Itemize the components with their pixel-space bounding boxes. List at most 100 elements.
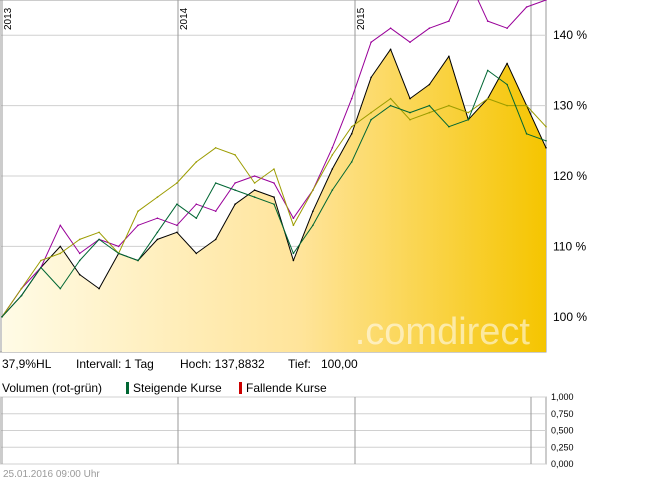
series-point	[409, 111, 411, 114]
series-point	[506, 62, 508, 65]
series-point	[1, 316, 3, 318]
year-label: 2013	[3, 7, 14, 30]
series-point	[214, 182, 217, 184]
series-point	[506, 104, 508, 107]
series-point	[331, 189, 334, 191]
series-point	[59, 287, 62, 290]
series-point	[195, 161, 198, 163]
volume-tick-label: 0,750	[551, 409, 574, 419]
year-label: 2015	[356, 7, 367, 30]
series-point	[78, 259, 81, 262]
lines-layer	[1, 0, 547, 318]
series-point	[273, 203, 275, 205]
volume-panel: 1,000 0,750 0,500 0,250 0,000	[0, 392, 574, 469]
series-point	[98, 238, 100, 241]
series-point	[40, 259, 42, 262]
series-point	[253, 196, 256, 198]
series-point	[370, 118, 372, 121]
series-point	[292, 252, 295, 255]
series-point	[176, 224, 178, 227]
series-point	[253, 182, 256, 184]
series-point	[253, 175, 256, 177]
series-point	[506, 27, 508, 30]
series-point	[312, 210, 314, 212]
series-point	[428, 111, 431, 114]
volume-tick-label: 0,500	[551, 426, 574, 436]
y-tick-label: 110 %	[553, 239, 586, 253]
series-point	[389, 27, 392, 30]
series-point	[195, 252, 198, 255]
watermark: .comdirect	[355, 311, 531, 353]
series-point	[214, 210, 217, 212]
series-point	[545, 147, 547, 149]
y-tick-label: 120 %	[553, 169, 587, 183]
series-point	[98, 287, 100, 290]
series-point	[292, 224, 295, 227]
series-point	[156, 231, 159, 234]
volume-tick-label: 0,000	[551, 459, 574, 469]
y-tick-label: 130 %	[553, 99, 587, 113]
series-point	[98, 231, 100, 234]
series-point	[486, 69, 489, 72]
volume-tick-label: 0,250	[551, 442, 574, 452]
y-tick-label: 100 %	[553, 310, 587, 324]
series-point	[78, 238, 81, 241]
rising-marker	[126, 382, 129, 394]
series-point	[137, 224, 139, 227]
series-point	[137, 210, 139, 212]
series-point	[525, 6, 528, 8]
series-point	[176, 231, 178, 234]
interval-label: Intervall: 1 Tag	[76, 357, 154, 371]
area-fill	[2, 49, 546, 353]
year-labels: 2013 2014 2015	[3, 7, 367, 30]
series-point	[214, 147, 217, 149]
area-layer	[2, 49, 546, 353]
series-point	[331, 154, 334, 156]
series-point	[350, 125, 353, 128]
series-point	[195, 217, 198, 219]
series-point	[234, 154, 236, 156]
series-point	[331, 147, 334, 149]
performance-value: 37,9%HL	[2, 357, 52, 371]
series-point	[370, 76, 372, 79]
low-label: Tief:	[288, 357, 311, 371]
series-point	[350, 97, 353, 100]
series-point	[156, 196, 159, 198]
series-point	[525, 104, 528, 107]
series-point	[312, 189, 314, 191]
series-point	[350, 133, 353, 135]
series-point	[545, 140, 547, 142]
series-point	[195, 203, 198, 205]
series-point	[117, 252, 120, 255]
series-point	[486, 97, 489, 100]
series-point	[545, 125, 547, 128]
series-point	[370, 111, 372, 114]
series-point	[78, 273, 81, 276]
series-point	[448, 104, 450, 107]
rising-label: Steigende Kurse	[133, 381, 222, 395]
series-point	[78, 252, 81, 255]
series-point	[176, 203, 178, 205]
series-point	[273, 182, 275, 184]
low-value: 100,00	[321, 357, 358, 371]
series-point	[389, 97, 392, 100]
series-point	[409, 41, 411, 43]
series-point	[350, 161, 353, 163]
series-point	[428, 83, 431, 86]
y-tick-labels: 100 % 110 % 120 % 130 % 140 %	[553, 28, 587, 324]
info-bar: 37,9%HL Intervall: 1 Tag Hoch: 137,8832 …	[0, 355, 560, 373]
series-point	[292, 259, 295, 262]
series-point	[234, 203, 236, 205]
year-label: 2014	[179, 7, 190, 30]
y-tick-label: 140 %	[553, 28, 587, 42]
series-point	[428, 27, 431, 30]
series-point	[428, 104, 431, 107]
series-point	[59, 252, 62, 255]
series-point	[389, 104, 392, 107]
falling-marker	[239, 382, 242, 394]
high-label: Hoch: 137,8832	[180, 357, 265, 371]
series-point	[331, 168, 334, 170]
series-point	[448, 55, 450, 58]
series-point	[467, 111, 470, 114]
